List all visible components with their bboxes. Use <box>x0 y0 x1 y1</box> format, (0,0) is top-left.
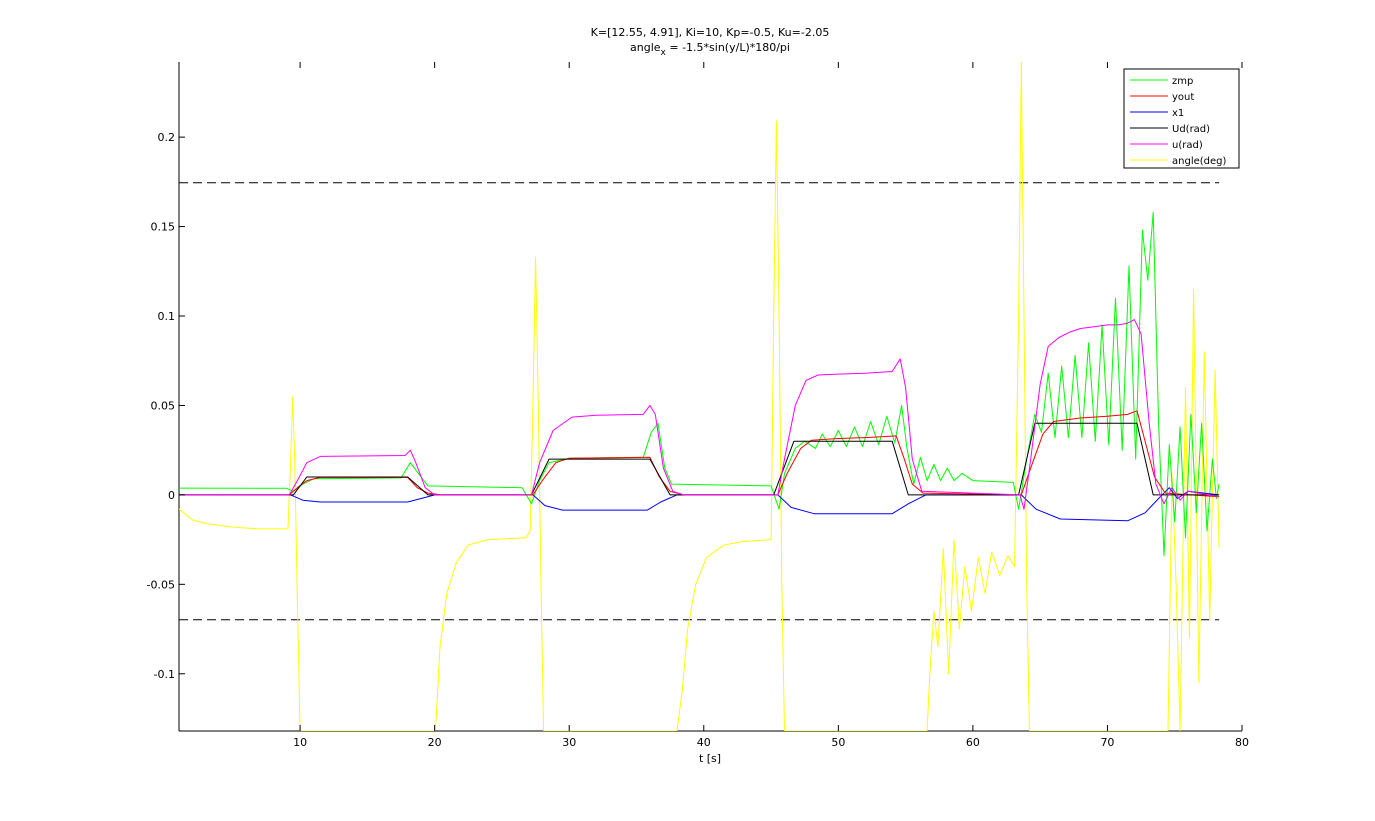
chart-subtitle-prefix: angle <box>630 41 661 54</box>
x-tick-label: 30 <box>562 736 576 749</box>
x-tick-label: 20 <box>428 736 442 749</box>
chart-subtitle-subscript: x <box>661 48 667 58</box>
x-axis-label: t [s] <box>699 752 721 765</box>
chart-subtitle-suffix: = -1.5*sin(y/L)*180/pi <box>666 41 790 54</box>
legend-label: angle(deg) <box>1172 156 1226 167</box>
chart-title: K=[12.55, 4.91], Ki=10, Kp=-0.5, Ku=-2.0… <box>591 26 830 39</box>
y-tick-label: -0.1 <box>154 668 175 681</box>
series-line-x1 <box>179 487 1220 522</box>
y-tick-label: 0.2 <box>158 131 176 144</box>
chart-subtitle: anglex = -1.5*sin(y/L)*180/pi <box>630 41 790 58</box>
x-tick-label: 50 <box>831 736 845 749</box>
x-tick-label: 10 <box>293 736 307 749</box>
y-tick-label: 0.15 <box>151 221 176 234</box>
y-tick-label: 0 <box>168 489 175 502</box>
legend-box <box>1123 68 1240 169</box>
legend-label: u(rad) <box>1172 140 1203 151</box>
legend-label: Ud(rad) <box>1172 124 1210 135</box>
x-tick-label: 40 <box>697 736 711 749</box>
legend-label: yout <box>1172 92 1194 103</box>
y-tick-label: -0.05 <box>147 578 175 591</box>
x-tick-label: 80 <box>1235 736 1249 749</box>
series-line-zmp <box>179 211 1220 557</box>
y-tick-label: 0.05 <box>151 399 176 412</box>
legend: zmp yout x1 Ud(rad) u(rad) angle(deg) <box>1123 68 1240 169</box>
y-tick-label: 0.1 <box>158 310 176 323</box>
series-line-u-rad- <box>179 319 1220 510</box>
series-line-yout <box>179 410 1220 498</box>
x-tick-label: 60 <box>966 736 980 749</box>
x-tick-label: 70 <box>1100 736 1114 749</box>
series-line-angle-deg- <box>179 62 1220 731</box>
axes-frame <box>178 62 1242 732</box>
legend-label: zmp <box>1172 76 1193 87</box>
legend-label: x1 <box>1172 108 1184 119</box>
